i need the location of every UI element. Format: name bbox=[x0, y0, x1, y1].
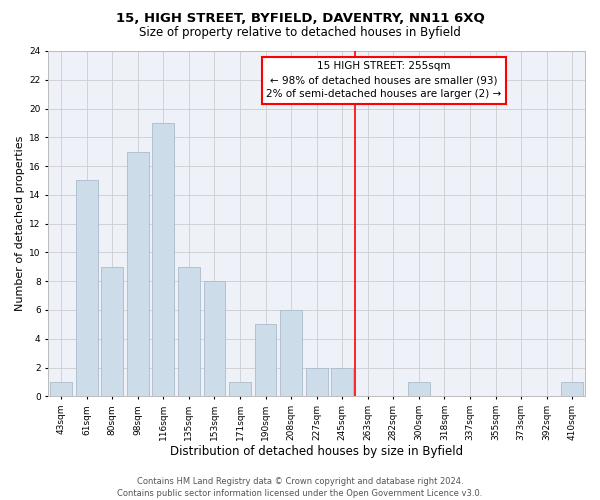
Bar bbox=[306, 368, 328, 396]
Bar bbox=[101, 267, 123, 396]
Bar bbox=[562, 382, 583, 396]
Text: 15 HIGH STREET: 255sqm
← 98% of detached houses are smaller (93)
2% of semi-deta: 15 HIGH STREET: 255sqm ← 98% of detached… bbox=[266, 62, 502, 100]
X-axis label: Distribution of detached houses by size in Byfield: Distribution of detached houses by size … bbox=[170, 444, 463, 458]
Bar bbox=[331, 368, 353, 396]
Text: Contains HM Land Registry data © Crown copyright and database right 2024.
Contai: Contains HM Land Registry data © Crown c… bbox=[118, 476, 482, 498]
Bar bbox=[76, 180, 98, 396]
Y-axis label: Number of detached properties: Number of detached properties bbox=[15, 136, 25, 312]
Bar bbox=[408, 382, 430, 396]
Bar bbox=[178, 267, 200, 396]
Bar bbox=[254, 324, 277, 396]
Bar bbox=[152, 123, 174, 396]
Bar bbox=[203, 281, 225, 396]
Bar bbox=[229, 382, 251, 396]
Bar bbox=[50, 382, 72, 396]
Text: Size of property relative to detached houses in Byfield: Size of property relative to detached ho… bbox=[139, 26, 461, 39]
Text: 15, HIGH STREET, BYFIELD, DAVENTRY, NN11 6XQ: 15, HIGH STREET, BYFIELD, DAVENTRY, NN11… bbox=[116, 12, 484, 26]
Bar bbox=[280, 310, 302, 396]
Bar bbox=[127, 152, 149, 396]
